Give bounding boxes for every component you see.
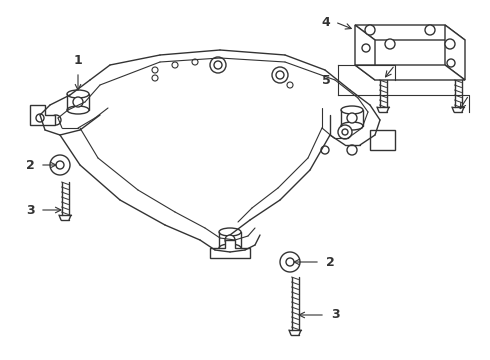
Circle shape [338,125,352,139]
Circle shape [286,258,294,266]
Circle shape [272,67,288,83]
Circle shape [447,59,455,67]
Polygon shape [370,130,395,150]
Circle shape [287,82,293,88]
Circle shape [445,39,455,49]
Circle shape [51,115,61,125]
Circle shape [172,62,178,68]
Polygon shape [30,105,55,125]
Text: 5: 5 [321,73,330,86]
Text: 4: 4 [321,15,330,28]
Circle shape [225,235,235,245]
Circle shape [280,252,300,272]
Circle shape [347,113,357,123]
Circle shape [276,71,284,79]
Circle shape [425,25,435,35]
Circle shape [385,39,395,49]
Polygon shape [355,25,465,40]
Ellipse shape [341,106,363,114]
Polygon shape [210,240,250,258]
Circle shape [342,129,348,135]
Circle shape [73,97,83,107]
Polygon shape [355,65,465,80]
Circle shape [152,75,158,81]
Circle shape [152,67,158,73]
Text: 1: 1 [74,54,82,67]
Text: 2: 2 [326,256,334,269]
Text: 2: 2 [25,158,34,171]
Circle shape [214,61,222,69]
Polygon shape [355,25,375,80]
Ellipse shape [219,244,241,252]
Text: 3: 3 [331,309,339,321]
Ellipse shape [219,228,241,236]
Ellipse shape [67,90,89,98]
Text: 3: 3 [25,203,34,216]
Circle shape [210,57,226,73]
Circle shape [50,155,70,175]
Polygon shape [445,25,465,80]
Ellipse shape [67,106,89,114]
Circle shape [365,25,375,35]
Ellipse shape [341,122,363,130]
Circle shape [36,114,44,122]
Circle shape [56,161,64,169]
Circle shape [362,44,370,52]
Circle shape [321,146,329,154]
Circle shape [192,59,198,65]
Circle shape [347,145,357,155]
